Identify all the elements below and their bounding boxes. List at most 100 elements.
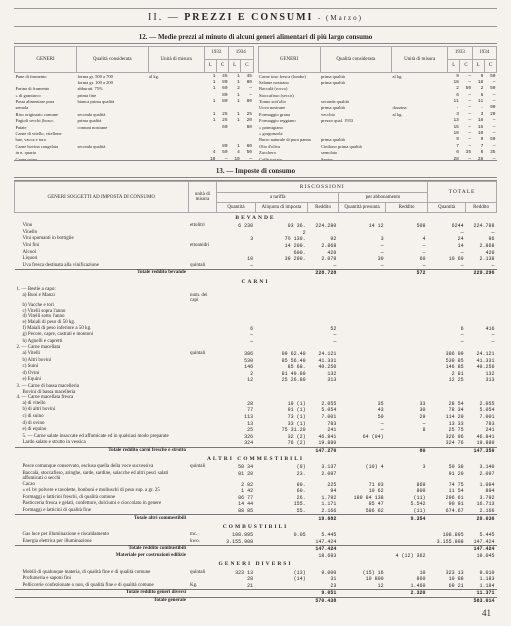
cell-label: » e1 bv polvere e tavolette, bonboni e m… <box>15 488 189 495</box>
cell-q: 530 <box>217 357 255 364</box>
cell-label: Pesce comunque conservato, esclusa quell… <box>15 464 189 471</box>
cell-tq: 14 <box>428 243 466 250</box>
cell-tr: 41.331 <box>466 357 497 364</box>
cell-a: 39 200. <box>255 256 308 263</box>
cell-tq: 6244 <box>428 223 466 230</box>
cell-q: 324 <box>217 440 255 447</box>
cell-unita: quintali <box>188 464 217 471</box>
th-r: Reddito <box>466 203 497 213</box>
total-r: 18.683 <box>308 553 339 560</box>
th-unita: unità di misura <box>188 182 217 213</box>
cell-v: — <box>484 156 496 161</box>
th-a: Aliquota di imposta <box>255 203 308 213</box>
cell-tq: 12 25 <box>428 377 466 384</box>
cell-a: 76 (2) <box>255 440 308 447</box>
cell-tr: 9.010 <box>466 569 497 576</box>
cell-label: Liquori <box>15 256 189 263</box>
cell-a <box>255 325 308 332</box>
cell-r: 9.000 <box>308 569 339 576</box>
cell-v: — <box>460 156 472 161</box>
table-row: Carne toso fresca (lombo) prima qualità … <box>258 73 497 80</box>
cell-abr: 508 <box>386 223 428 230</box>
th-price: 1933 <box>204 47 228 60</box>
cell-abq: — <box>338 249 385 256</box>
cell-abq <box>338 377 385 384</box>
cell-tr: 5.054 <box>466 407 497 414</box>
cell-r: 147.424 <box>308 539 339 546</box>
total-r: 228.728 <box>308 270 339 277</box>
category-header: ALTRI COMMESTIBILI <box>15 454 497 464</box>
th-price: 1934 <box>472 47 496 60</box>
total-r: 19.682 <box>308 515 339 522</box>
table-row: Caffè tostato Santos 28 — 28 — <box>258 156 497 161</box>
th-l: L <box>229 60 241 73</box>
cell-label: Lardo salato e strutto in vessica <box>15 440 189 447</box>
table-row: Liquori 10 39 200. 2.078 30 60 10 69 2.1… <box>15 256 497 263</box>
cell-r: 2.097 <box>308 471 339 482</box>
cell-abr: — <box>386 249 428 256</box>
cell-a: 19 (1) <box>255 400 308 407</box>
cell-abr <box>386 339 428 346</box>
cell-r: 7.001 <box>308 414 339 421</box>
cell-abr: 29 <box>386 414 428 421</box>
th-totale: TOTALE <box>428 182 497 203</box>
total-ab: 2.320 <box>386 590 428 598</box>
cell-abr: 869 <box>386 481 428 488</box>
cell-v: 28 <box>472 156 484 161</box>
cell-tr: 1.184 <box>466 583 497 590</box>
cell-unita <box>188 501 217 508</box>
cell-unita: quintali <box>188 569 217 576</box>
total-label: Totale generale <box>15 597 189 604</box>
cell-q: 1 42 <box>217 488 255 495</box>
total-label: Totale reddito bevande <box>15 270 189 277</box>
th-qp: Quantità presunta <box>338 203 385 213</box>
total-label: Totale reddito carni fresche e strutto <box>15 447 189 454</box>
total-row: Totale generale 570.438 583.014 <box>15 597 497 604</box>
cell-unita: quintali <box>188 263 217 270</box>
cell-tq: — <box>428 230 466 237</box>
total-label: Totale altri commestibili <box>15 515 189 522</box>
table-row: Vini spumanti in bottiglie 3 7½ 130. 92 … <box>15 236 497 243</box>
cell-q: 86 77 <box>217 495 255 502</box>
cell-q: 323 13 <box>217 569 255 576</box>
cell-unita <box>188 407 217 414</box>
th-qualita: Qualità considerata <box>320 47 392 73</box>
cell-abr <box>386 364 428 371</box>
cell-unita <box>188 256 217 263</box>
cell-a <box>255 332 308 339</box>
cell-tr: — <box>466 263 497 270</box>
cell-a: 0.05 <box>255 532 308 539</box>
cell-abq: — <box>338 420 385 427</box>
cell-abq: 3 <box>338 236 385 243</box>
th-qualita: Qualità considerata <box>77 47 149 73</box>
table-row: c) di suino 113 73 (1) 7.001 50 29 114 2… <box>15 414 497 421</box>
table-row: g) Pecore, capre, castrati e montoni — —… <box>15 332 497 339</box>
cell-r: 420 <box>308 249 339 256</box>
cell-r: — <box>308 339 339 346</box>
cell-v: 9 <box>448 73 460 80</box>
table-row: Cacao 2 82 80. 225 71 03 869 74 75 1.094 <box>15 481 497 488</box>
cell-q: — <box>217 332 255 339</box>
cell-abq: 10 800 <box>338 576 385 583</box>
cell-abq <box>338 440 385 447</box>
cell-v: — <box>241 156 253 161</box>
cell-qualita <box>77 156 149 161</box>
cell-tr: 19.880 <box>466 440 497 447</box>
cell-q: — <box>217 263 255 270</box>
cell-tr: 1.094 <box>466 481 497 488</box>
cell-a: 25 26.80 <box>255 377 308 384</box>
total-ab <box>386 546 428 553</box>
cell-tr: 894 <box>466 488 497 495</box>
cell-abq: — <box>338 263 385 270</box>
table-row: Energia elettrica per illuminazione kwo.… <box>15 539 497 546</box>
cell-a: (14) <box>255 576 308 583</box>
cell-a: 85 68. <box>255 364 308 371</box>
cell-label: d) di ovino <box>15 420 189 427</box>
table-row: b) Altri bovini 530 85 56.40 41.331 530 … <box>15 357 497 364</box>
cell-abq <box>338 364 385 371</box>
cell-v: 10 <box>229 156 241 161</box>
th-generi: GENERI SOGGETTI AD IMPOSTA DI CONSUMO <box>15 182 189 213</box>
cell-abr <box>386 433 428 440</box>
cell-tr: 46.841 <box>466 433 497 440</box>
cell-abr: 5.542 <box>386 501 428 508</box>
